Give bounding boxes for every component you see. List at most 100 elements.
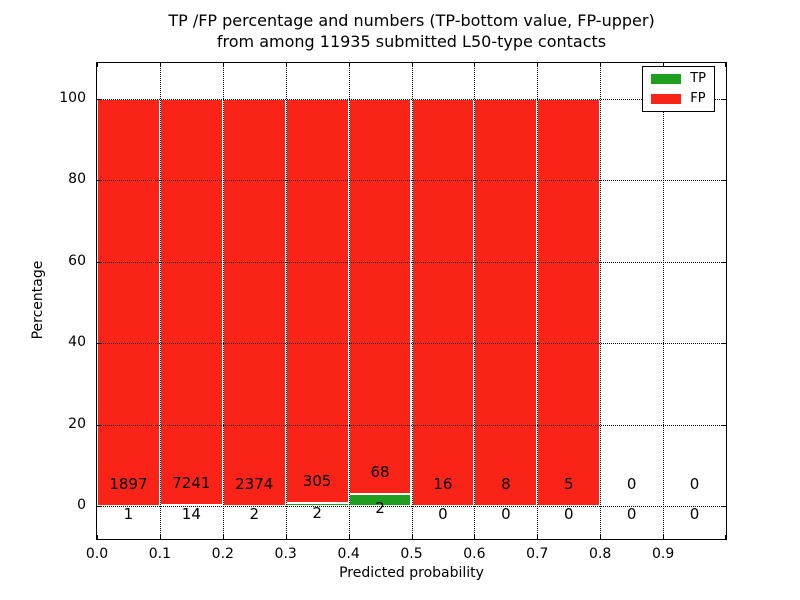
- x-tick: [285, 535, 287, 539]
- grid-line-v: [348, 63, 350, 539]
- tp-count-label: 0: [689, 505, 700, 524]
- x-tick-label: 0.3: [274, 546, 297, 562]
- chart-title: TP /FP percentage and numbers (TP-bottom…: [96, 10, 727, 52]
- fp-count-label: 2374: [235, 474, 274, 493]
- fp-count-label: 5: [563, 475, 574, 494]
- y-tick: [722, 506, 726, 507]
- y-tick: [97, 506, 101, 507]
- y-tick: [97, 180, 101, 182]
- bar-segment-fp: [97, 99, 160, 506]
- fp-count-label: 305: [302, 472, 332, 491]
- grid-line-v: [537, 63, 539, 539]
- legend: TP FP: [642, 66, 715, 112]
- tp-count-label: 0: [501, 505, 511, 524]
- grid-line-v: [411, 63, 413, 539]
- tp-count-label: 0: [438, 505, 448, 524]
- x-tick-label: 0.5: [400, 546, 423, 562]
- x-tick: [222, 63, 224, 67]
- y-tick: [97, 99, 101, 100]
- fp-count-label: 0: [626, 475, 637, 494]
- y-tick: [97, 343, 101, 345]
- legend-item: TP: [651, 72, 706, 86]
- tp-count-label: 1: [123, 505, 134, 524]
- tp-count-label: 2: [312, 503, 322, 522]
- x-tick-label: 0.6: [463, 546, 486, 562]
- legend-item: FP: [651, 92, 706, 106]
- legend-swatch-fp: [651, 94, 682, 104]
- x-tick: [97, 63, 98, 67]
- y-tick-label: 60: [68, 252, 86, 269]
- bar-segment-fp: [537, 99, 601, 506]
- x-tick: [411, 535, 413, 539]
- grid-line-v: [222, 63, 224, 539]
- legend-label: TP: [690, 71, 706, 86]
- fp-count-label: 16: [433, 475, 453, 494]
- x-tick: [725, 63, 726, 67]
- grid-line-v: [600, 63, 602, 539]
- bar-segment-fp: [411, 99, 475, 506]
- x-tick: [159, 535, 161, 539]
- tp-count-label: 2: [375, 499, 385, 518]
- x-tick: [663, 535, 665, 539]
- y-tick: [722, 99, 726, 100]
- x-tick: [537, 535, 539, 539]
- y-tick: [97, 261, 101, 263]
- x-tick: [348, 63, 350, 67]
- x-axis-label: Predicted probability: [339, 565, 484, 581]
- x-tick: [159, 63, 161, 67]
- y-axis-label: Percentage: [30, 260, 46, 340]
- fp-count-label: 8: [501, 475, 511, 494]
- y-tick-label: 40: [68, 334, 86, 351]
- x-tick: [600, 535, 602, 539]
- y-tick: [722, 343, 726, 345]
- y-tick-label: 20: [68, 415, 86, 432]
- bar-segment-fp: [285, 99, 349, 504]
- grid-line-v: [159, 63, 161, 539]
- bar-segment-fp: [348, 99, 412, 495]
- chart-title-line2: from among 11935 submitted L50-type cont…: [216, 32, 607, 51]
- y-tick: [722, 180, 726, 182]
- bar-segment-fp: [474, 99, 538, 506]
- chart-title-line1: TP /FP percentage and numbers (TP-bottom…: [168, 11, 655, 30]
- x-tick-label: 0.1: [148, 546, 172, 562]
- x-tick: [537, 63, 539, 67]
- x-tick-label: 0.8: [589, 546, 612, 562]
- fp-count-label: 0: [689, 475, 700, 494]
- y-tick-label: 80: [68, 171, 86, 188]
- legend-label: FP: [690, 91, 706, 106]
- bar-segment-fp: [222, 99, 286, 506]
- tp-count-label: 14: [181, 504, 201, 523]
- x-tick: [348, 535, 350, 539]
- x-tick: [600, 63, 602, 67]
- x-tick: [411, 63, 413, 67]
- x-tick: [474, 63, 476, 67]
- tp-count-label: 0: [563, 505, 574, 524]
- y-tick: [722, 261, 726, 263]
- fp-count-label: 7241: [172, 474, 211, 493]
- plot-area: TP FP 1897 1 7241 14 2374 2 305 2 68 2 16 0 8 0 5 0 0 0 0 0: [96, 62, 727, 540]
- x-tick: [725, 535, 726, 539]
- x-tick: [663, 63, 665, 67]
- x-tick: [285, 63, 287, 67]
- x-tick: [97, 535, 98, 539]
- legend-swatch-tp: [651, 74, 682, 84]
- tp-count-label: 2: [249, 504, 260, 523]
- x-tick-label: 0.0: [85, 546, 109, 562]
- y-tick-label: 0: [77, 497, 86, 513]
- fp-count-label: 1897: [109, 474, 148, 493]
- fp-count-label: 68: [370, 463, 390, 482]
- y-tick: [722, 424, 726, 426]
- bar-segment-fp: [159, 99, 223, 506]
- y-tick-label: 100: [59, 90, 86, 106]
- x-tick-label: 0.4: [337, 546, 360, 562]
- x-tick-label: 0.7: [526, 546, 549, 562]
- grid-line-v: [663, 63, 665, 539]
- grid-line-v: [474, 63, 476, 539]
- y-tick: [97, 424, 101, 426]
- tp-count-label: 0: [626, 505, 637, 524]
- x-tick: [474, 535, 476, 539]
- grid-line-v: [285, 63, 287, 539]
- x-tick-label: 0.2: [211, 546, 234, 562]
- x-tick-label: 0.9: [651, 546, 675, 562]
